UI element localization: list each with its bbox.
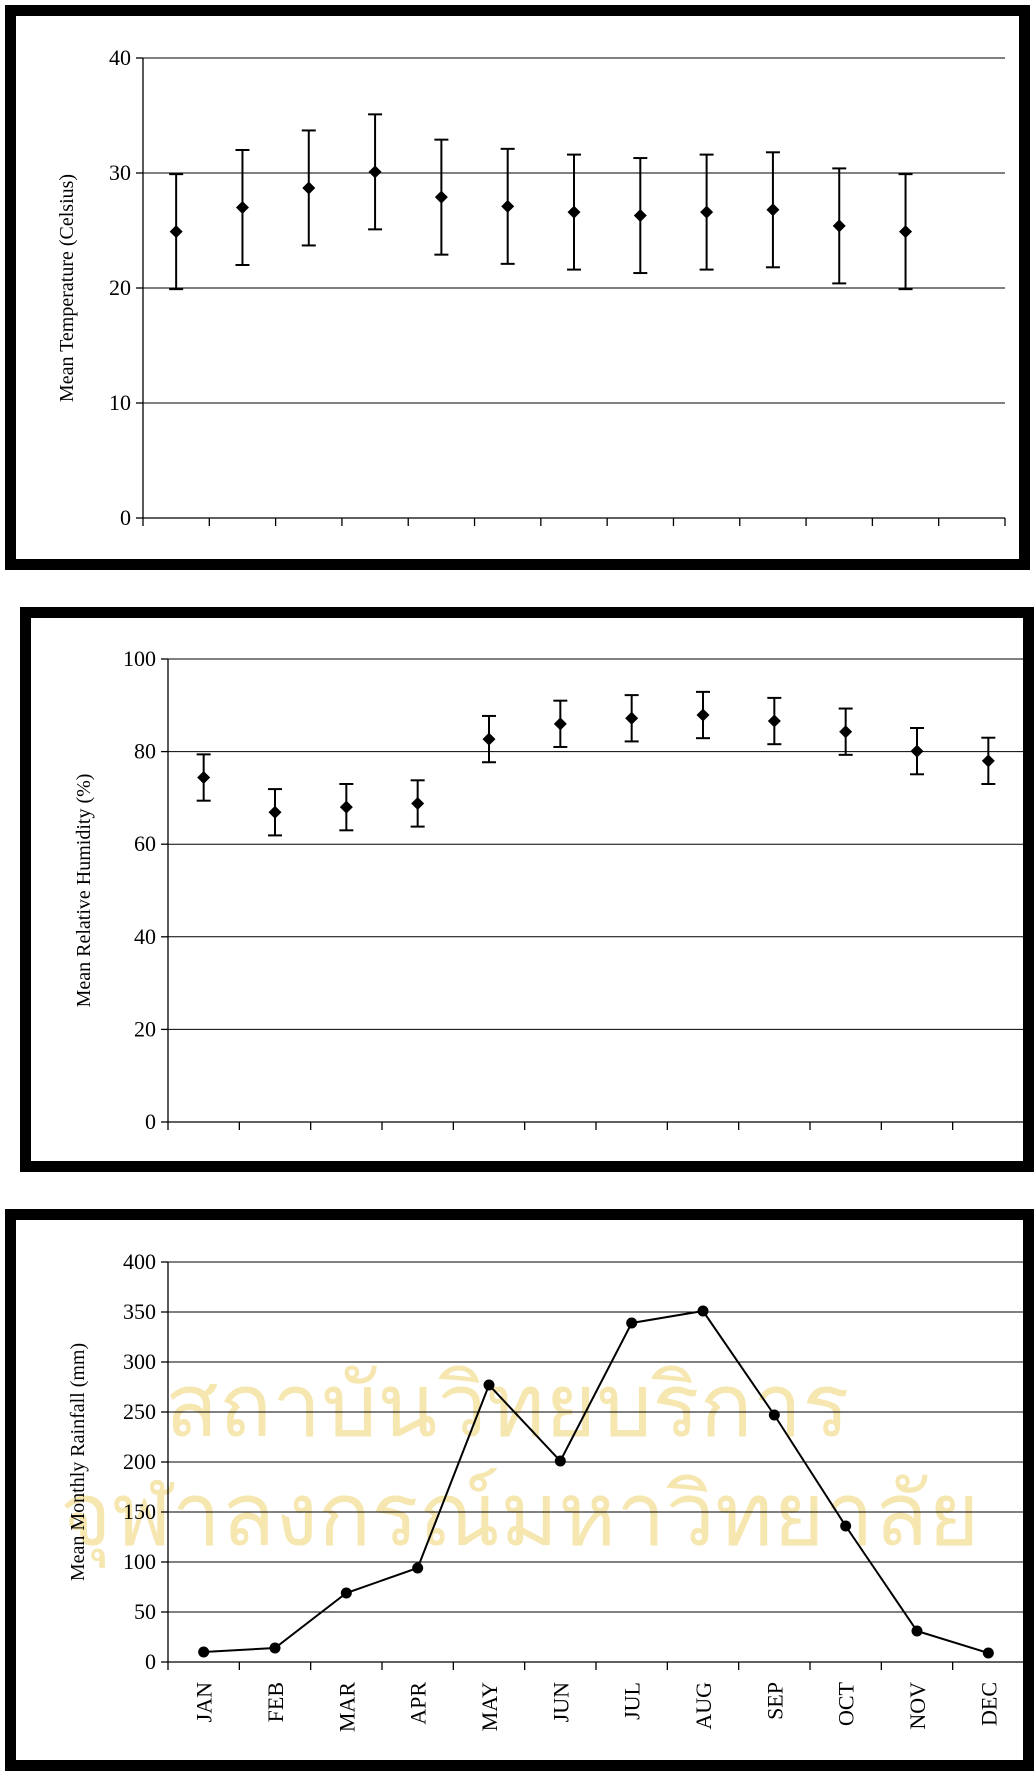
y-tick-label: 60 <box>134 831 156 856</box>
y-tick-label: 0 <box>145 1109 156 1134</box>
x-tick-label: JAN <box>192 1682 217 1722</box>
y-axis-title: Mean Relative Humidity (%) <box>73 774 95 1008</box>
x-tick-label: NOV <box>905 1682 930 1730</box>
x-tick-label: APR <box>406 1682 431 1725</box>
y-tick-label: 350 <box>123 1299 156 1324</box>
data-point <box>832 219 846 233</box>
y-tick-label: 20 <box>109 275 131 300</box>
data-point <box>899 225 913 239</box>
y-tick-label: 0 <box>145 1649 156 1674</box>
data-point <box>839 725 853 739</box>
chart-1: 0 10 20 30 40 Mean Temperature (Celsius) <box>56 45 1006 530</box>
x-tick-label: MAY <box>477 1682 502 1731</box>
x-tick-label: MAR <box>334 1682 359 1732</box>
data-point <box>981 754 995 768</box>
data-point <box>840 1520 852 1532</box>
y-axis-title: Mean Monthly Rainfall (mm) <box>67 1343 89 1581</box>
data-point <box>411 796 425 810</box>
data-point <box>412 1562 424 1574</box>
data-point <box>767 714 781 728</box>
data-point <box>268 805 282 819</box>
x-tick-label: SEP <box>762 1682 787 1720</box>
y-tick-label: 100 <box>123 1549 156 1574</box>
rainfall-chart-panel <box>5 1209 1034 1771</box>
chart-2: 0 20 40 60 80 100 Mean Relative Humidity (%) <box>73 646 1025 1134</box>
y-tick-label: 20 <box>134 1016 156 1041</box>
data-point <box>235 201 249 214</box>
data-point <box>633 209 647 223</box>
y-tick-label: 50 <box>134 1599 156 1624</box>
data-point <box>625 711 639 725</box>
data-point <box>768 1409 780 1421</box>
y-tick-label: 100 <box>123 646 156 671</box>
data-point <box>434 190 448 204</box>
data-point <box>626 1317 638 1329</box>
x-tick-label: JUL <box>620 1682 645 1720</box>
chart-3: 0 50 100 150 200 250 300 350 400 Mean Monthly Rai… <box>67 1249 1025 1732</box>
x-tick-label: OCT <box>834 1681 859 1726</box>
y-tick-label: 250 <box>123 1399 156 1424</box>
series-line <box>203 1309 989 1654</box>
data-point <box>482 732 496 746</box>
data-point <box>982 1647 994 1659</box>
data-point <box>368 165 382 179</box>
humidity-chart-panel <box>20 607 1034 1172</box>
data-point <box>766 203 780 217</box>
y-tick-label: 400 <box>123 1249 156 1274</box>
x-tick-label: DEC <box>976 1682 1001 1726</box>
data-point <box>340 1587 352 1599</box>
data-point <box>910 744 924 758</box>
x-tick-label: FEB <box>263 1682 288 1722</box>
y-tick-label: 0 <box>120 505 131 530</box>
y-axis-title: Mean Temperature (Celsius) <box>56 174 78 402</box>
data-point <box>483 1379 495 1391</box>
data-point <box>554 1455 566 1467</box>
x-tick-label: AUG <box>691 1682 716 1730</box>
watermark-line-2: จุฬาลงกรณ์มหาวิทยาลัย <box>60 1463 980 1568</box>
data-point <box>269 1642 281 1654</box>
data-point <box>302 181 316 195</box>
y-tick-label: 30 <box>109 160 131 185</box>
x-tick-label: JUN <box>548 1682 573 1722</box>
data-point <box>700 205 714 219</box>
data-point <box>697 1305 709 1317</box>
data-point <box>197 771 211 785</box>
data-point <box>501 199 515 213</box>
y-tick-label: 80 <box>134 739 156 764</box>
data-point <box>198 1646 210 1658</box>
y-tick-label: 300 <box>123 1349 156 1374</box>
y-tick-label: 40 <box>109 45 131 70</box>
data-point <box>696 708 710 722</box>
data-point <box>339 800 353 814</box>
data-point <box>553 717 567 731</box>
y-tick-label: 40 <box>134 924 156 949</box>
data-point <box>911 1625 923 1637</box>
y-tick-label: 150 <box>123 1499 156 1524</box>
y-tick-label: 10 <box>109 390 131 415</box>
temperature-chart-panel <box>5 5 1030 570</box>
y-tick-label: 200 <box>123 1449 156 1474</box>
data-point <box>169 225 183 239</box>
data-point <box>567 205 581 219</box>
